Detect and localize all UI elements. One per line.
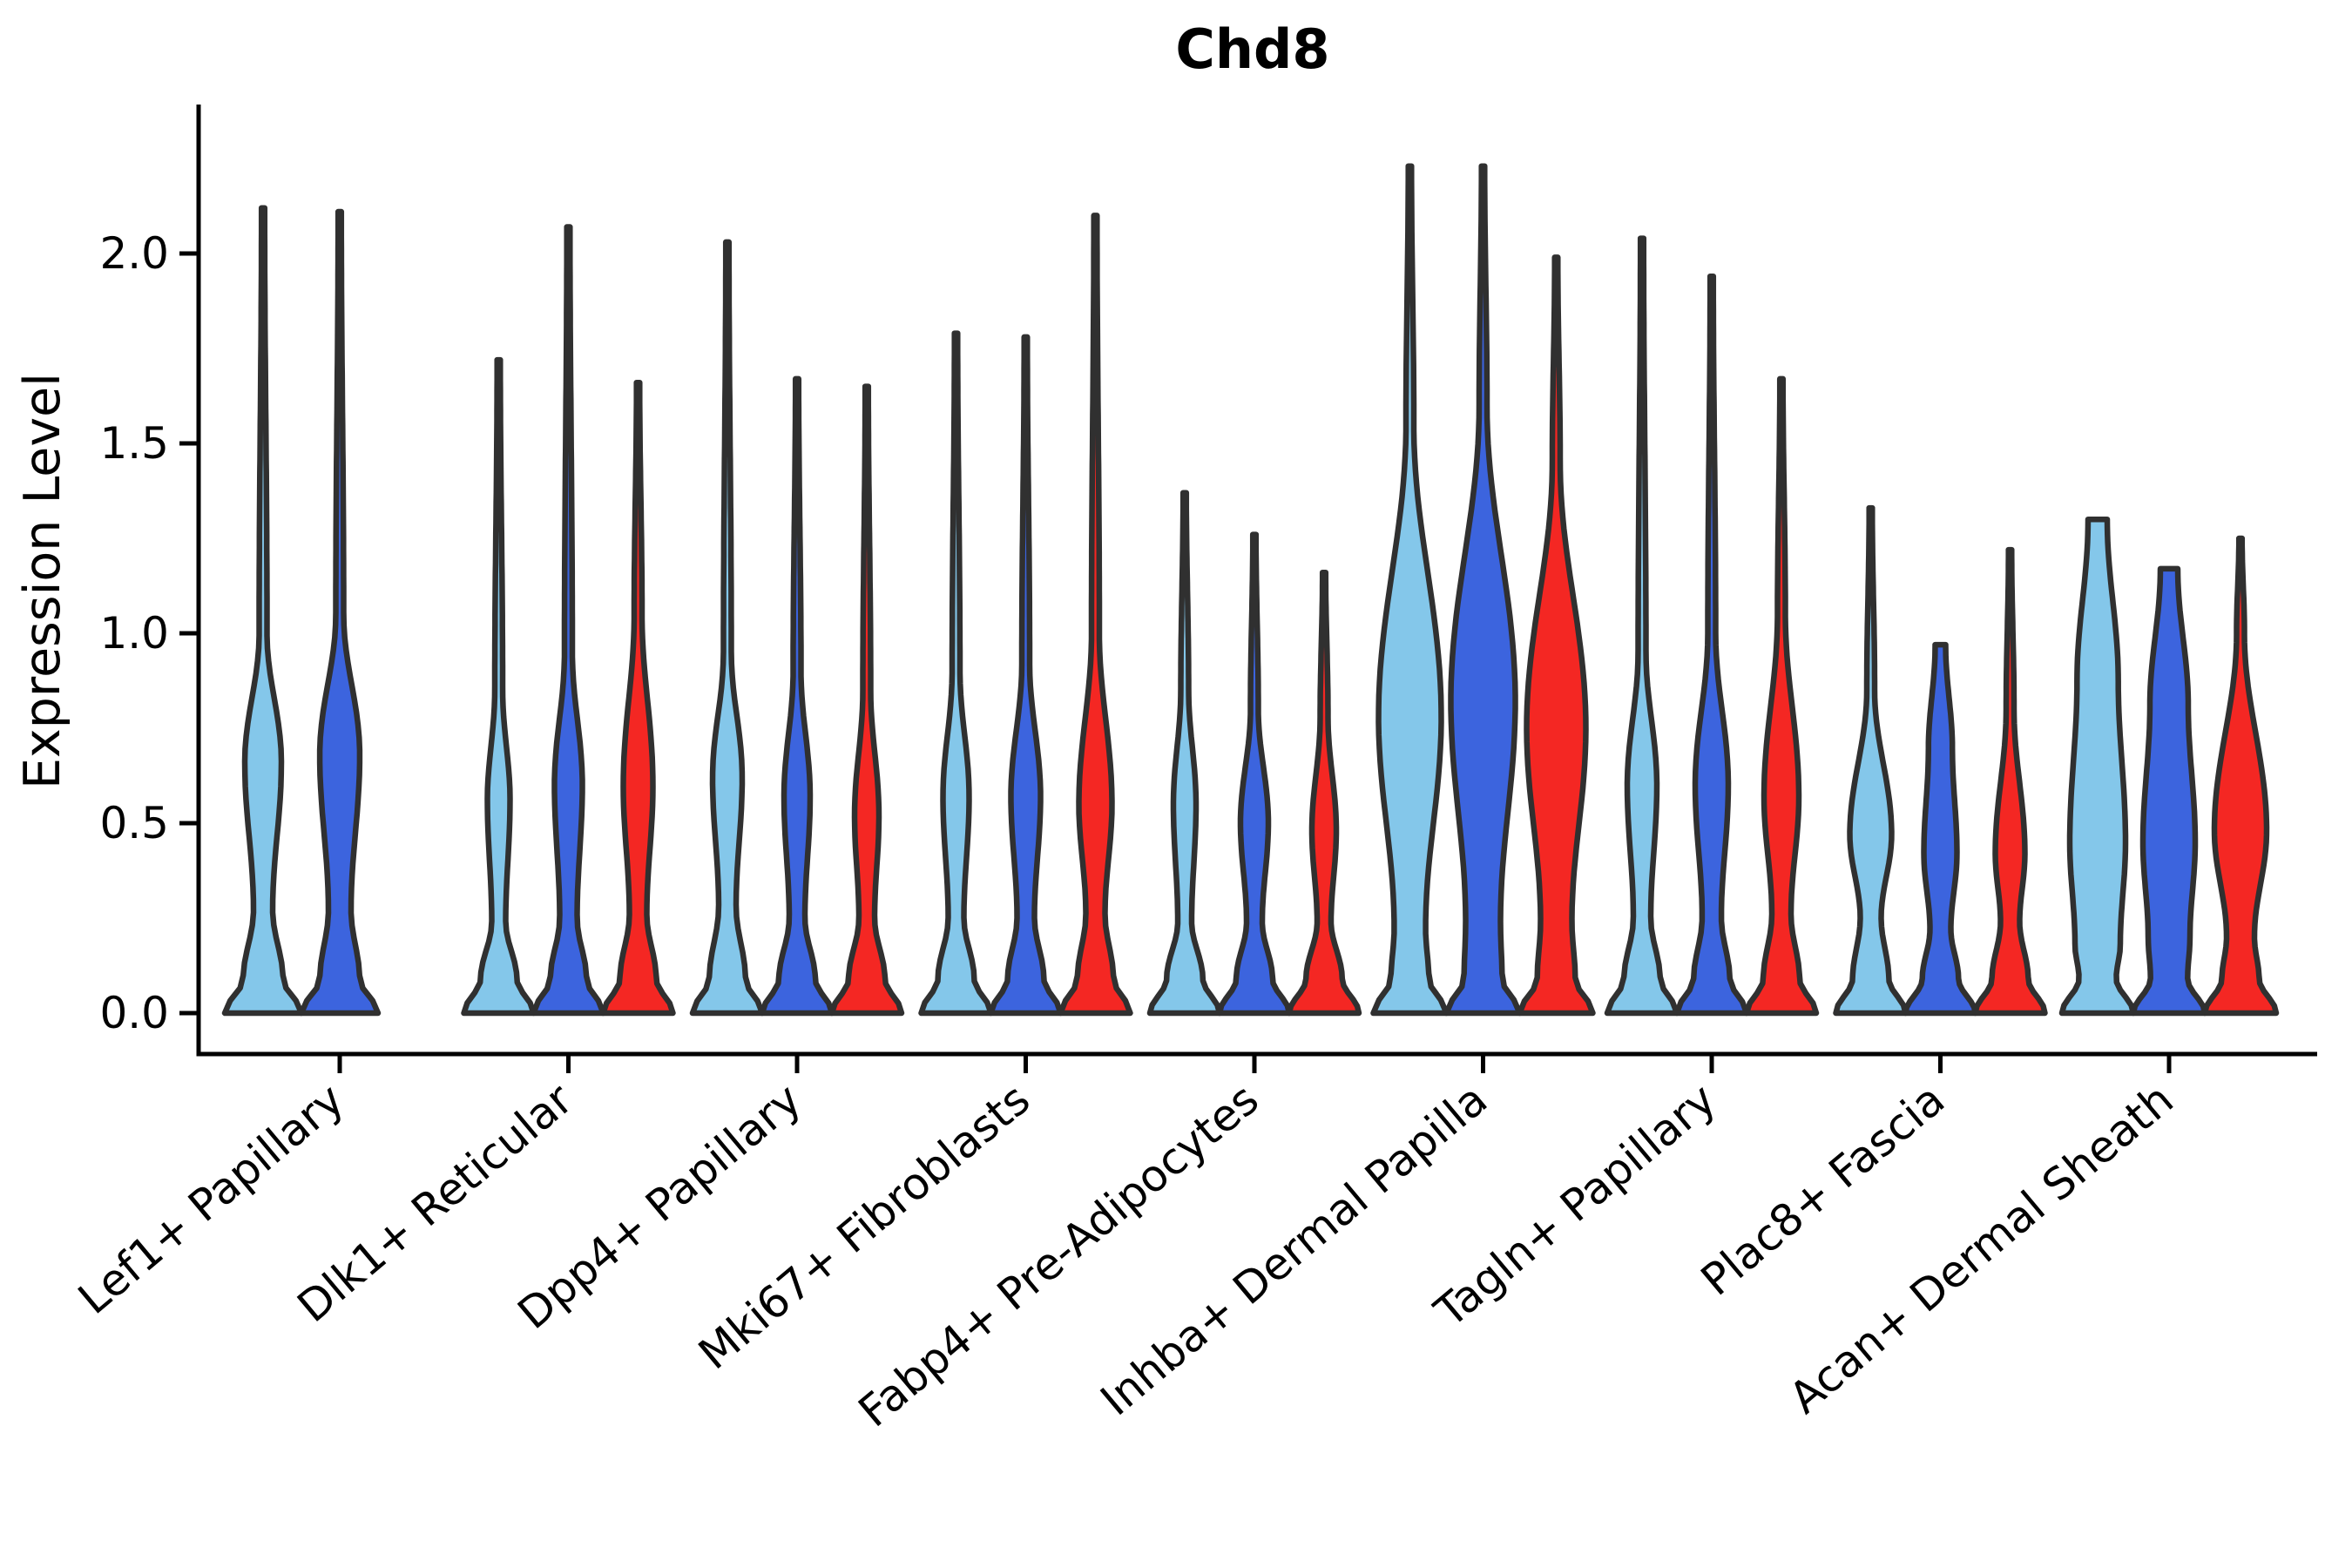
- violin-hue-light-blue: [1833, 504, 1909, 1017]
- violin-hue-light-blue: [918, 330, 994, 1017]
- y-tick-label: 0.5: [99, 798, 169, 848]
- violin-hue-dark-blue: [298, 208, 382, 1017]
- violin-hue-light-blue: [689, 239, 766, 1017]
- violin-hue-dark-blue: [1673, 273, 1750, 1017]
- violin-hue-dark-blue: [1443, 163, 1523, 1017]
- violin-hue-red: [1286, 569, 1362, 1017]
- violins: [221, 163, 2280, 1017]
- violin-hue-dark-blue: [2130, 565, 2208, 1017]
- violin-hue-light-blue: [1604, 235, 1680, 1017]
- violin-hue-light-blue: [2058, 516, 2137, 1017]
- violin-hue-light-blue: [221, 205, 305, 1017]
- y-tick-label: 0.0: [99, 988, 169, 1038]
- violin-hue-dark-blue: [759, 375, 835, 1017]
- violin-hue-dark-blue: [531, 224, 606, 1017]
- y-tick-label: 1.5: [99, 418, 169, 469]
- violin-hue-light-blue: [461, 356, 537, 1017]
- y-ticks: 0.0 0.5 1.0 1.5 2.0: [99, 228, 199, 1038]
- y-tick-label: 1.0: [99, 608, 169, 659]
- violin-hue-light-blue: [1146, 490, 1223, 1017]
- y-axis-label: Expression Level: [14, 373, 71, 789]
- x-tick-label: Inhba+ Dermal Papilla: [1092, 1074, 1497, 1426]
- x-tick-label: Acan+ Dermal Sheath: [1780, 1074, 2183, 1423]
- violin-hue-red: [1743, 375, 1820, 1017]
- x-tick-label: Fabp4+ Pre-Adipocytes: [849, 1074, 1268, 1437]
- violin-hue-red: [1972, 546, 2048, 1017]
- chart-title: Chd8: [1175, 17, 1329, 81]
- y-tick-label: 2.0: [99, 228, 169, 279]
- violin-hue-dark-blue: [988, 334, 1064, 1017]
- violin-hue-red: [1517, 254, 1596, 1017]
- violin-hue-dark-blue: [1216, 531, 1293, 1017]
- violin-hue-dark-blue: [1903, 641, 1978, 1017]
- violin-hue-red: [1058, 213, 1133, 1017]
- violin-hue-red: [828, 383, 905, 1017]
- violin-hue-light-blue: [1370, 163, 1450, 1017]
- violin-hue-red: [600, 379, 676, 1017]
- violin-hue-red: [2201, 535, 2280, 1017]
